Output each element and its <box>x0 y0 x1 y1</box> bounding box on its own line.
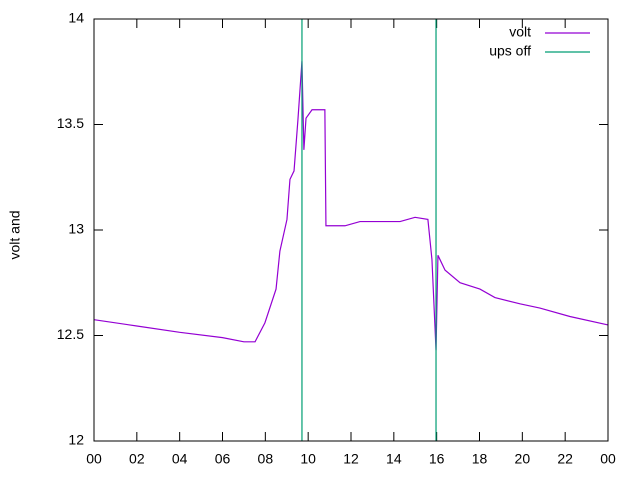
y-tick-label: 12 <box>68 432 84 448</box>
y-axis-label: volt and <box>7 210 23 259</box>
legend-label: volt <box>509 24 531 40</box>
y-tick-label: 13.5 <box>57 115 84 131</box>
x-tick-label: 10 <box>300 451 316 467</box>
x-tick-label: 18 <box>472 451 488 467</box>
x-tick-label: 20 <box>515 451 531 467</box>
legend-label: ups off <box>489 43 531 59</box>
y-tick-label: 14 <box>68 10 84 26</box>
x-tick-label: 08 <box>258 451 274 467</box>
y-tick-label: 13 <box>68 221 84 237</box>
x-tick-label: 16 <box>429 451 445 467</box>
x-tick-label: 12 <box>343 451 359 467</box>
x-tick-label: 04 <box>172 451 188 467</box>
series-line <box>93 61 609 351</box>
plot-border <box>93 18 609 442</box>
x-tick-label: 22 <box>557 451 573 467</box>
series-line <box>301 19 437 441</box>
x-tick-label: 00 <box>86 451 102 467</box>
x-tick-label: 00 <box>600 451 616 467</box>
y-tick-label: 12.5 <box>57 326 84 342</box>
x-tick-label: 02 <box>129 451 145 467</box>
x-tick-label: 14 <box>386 451 402 467</box>
x-tick-label: 06 <box>215 451 231 467</box>
